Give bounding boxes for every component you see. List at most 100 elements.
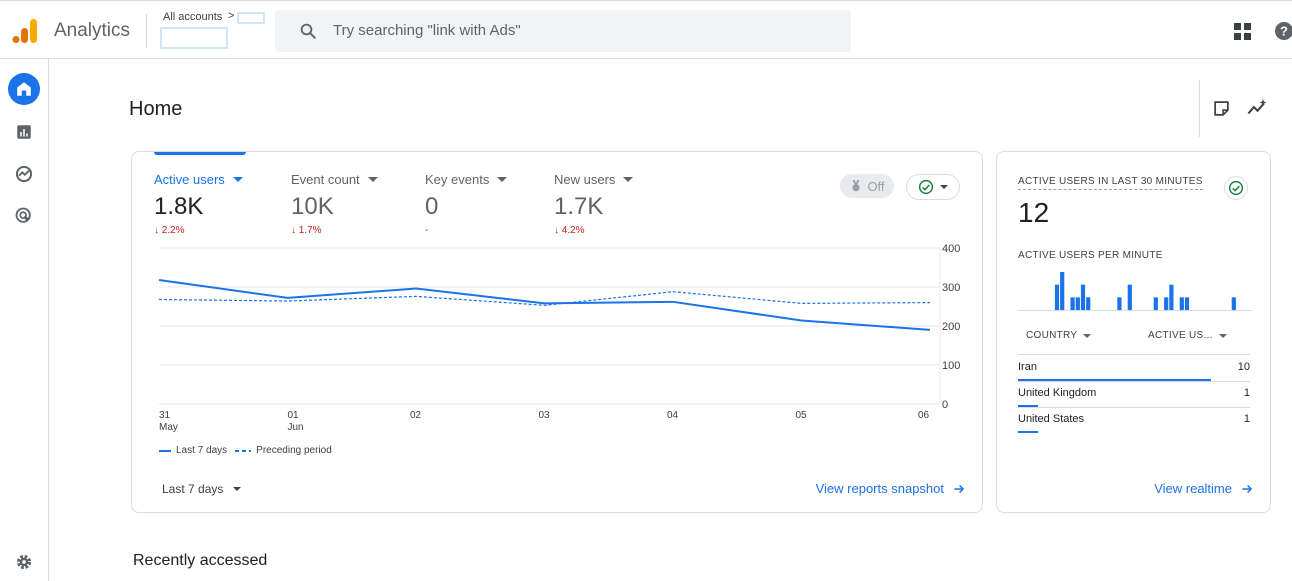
nav-reports[interactable] <box>8 116 40 148</box>
arrow-right-icon <box>1242 484 1253 493</box>
insights-off-chip[interactable]: Off <box>840 174 894 198</box>
country-column-header[interactable]: COUNTRY <box>1026 330 1092 341</box>
legend-dashed-line-icon <box>235 449 252 452</box>
medal-icon <box>852 180 860 192</box>
header-divider <box>146 14 147 48</box>
x-tick-label: 04 <box>667 410 679 421</box>
minute-bar[interactable] <box>1153 297 1158 310</box>
view-realtime-link[interactable]: View realtime <box>1154 481 1254 496</box>
view-reports-snapshot-link[interactable]: View reports snapshot <box>816 481 966 496</box>
caret-down-icon <box>232 177 243 182</box>
legend-label: Preceding period <box>256 445 332 456</box>
realtime-title[interactable]: ACTIVE USERS IN LAST 30 MINUTES <box>1018 176 1203 190</box>
caret-down-icon <box>623 177 634 182</box>
insights-icon[interactable] <box>1246 97 1269 119</box>
minute-bar[interactable] <box>1054 284 1060 310</box>
minute-bar[interactable] <box>1179 297 1184 310</box>
minute-bar[interactable] <box>1086 297 1091 310</box>
metric-event-count[interactable]: Event count 10K ↓ 1.7% <box>291 172 378 236</box>
minute-bar[interactable] <box>1231 297 1236 310</box>
minute-bar[interactable] <box>1080 284 1086 310</box>
country-name: United Kingdom <box>1018 387 1097 399</box>
caret-down-icon <box>1218 333 1227 338</box>
x-tick-label: 31 May <box>159 410 178 433</box>
chart-legend: Last 7 days Preceding period <box>159 445 332 456</box>
minute-bar[interactable] <box>1164 297 1169 310</box>
minute-bar[interactable] <box>1169 284 1174 310</box>
nav-advertising[interactable] <box>8 200 40 232</box>
y-tick-label: 100 <box>942 360 960 372</box>
breadcrumb-chevron-icon: > <box>228 10 235 22</box>
minute-bar[interactable] <box>1075 297 1080 310</box>
metric-change: ↓ 2.2% <box>154 225 185 236</box>
minute-bar[interactable] <box>1117 297 1122 310</box>
metric-value: 1.8K <box>154 193 204 220</box>
metric-label: Event count <box>291 172 360 187</box>
metric-key-events[interactable]: Key events 0 - <box>425 172 508 236</box>
active-users-count: 1 <box>1243 387 1250 399</box>
legend-solid-line-icon <box>159 449 171 452</box>
metric-new-users[interactable]: New users 1.7K ↓ 4.2% <box>554 172 634 236</box>
realtime-active-users-value: 12 <box>1018 197 1050 228</box>
arrow-right-icon <box>954 484 965 493</box>
metric-change: ↓ 4.2% <box>554 225 585 236</box>
y-tick-label: 300 <box>942 282 960 294</box>
table-divider <box>1018 407 1250 408</box>
metric-value: 0 <box>425 193 439 220</box>
metric-label: Key events <box>425 172 490 187</box>
legend-previous: Preceding period <box>235 445 332 456</box>
reports-icon <box>17 125 31 139</box>
apps-grid-icon[interactable] <box>1234 23 1252 41</box>
data-quality-chip[interactable] <box>906 174 960 200</box>
home-icon <box>17 82 31 96</box>
link-label: View reports snapshot <box>815 481 944 496</box>
caret-down-icon <box>497 177 508 182</box>
account-name-placeholder[interactable] <box>237 12 265 24</box>
per-minute-label: ACTIVE USERS PER MINUTE <box>1018 250 1163 261</box>
active-tab-indicator <box>154 152 246 155</box>
x-tick-label: 03 <box>539 410 551 421</box>
table-divider <box>1018 354 1250 355</box>
metric-value: 10K <box>291 193 334 220</box>
nav-admin[interactable] <box>8 546 40 578</box>
minute-bar[interactable] <box>1060 272 1065 310</box>
property-selector[interactable] <box>160 27 228 49</box>
active-users-count: 10 <box>1237 361 1250 373</box>
per-minute-bar-chart <box>1018 272 1252 311</box>
x-tick-label: 01 Jun <box>288 410 304 433</box>
notes-icon[interactable] <box>1212 99 1231 118</box>
table-row[interactable]: United Kingdom 1 <box>1018 387 1250 407</box>
check-circle-icon <box>1228 180 1244 196</box>
share-bar <box>1018 431 1038 433</box>
date-range-label: Last 7 days <box>162 482 224 496</box>
caret-down-icon <box>1083 333 1092 338</box>
app-name: Analytics <box>54 20 131 41</box>
caret-down-icon <box>940 185 948 189</box>
advertising-icon <box>15 207 31 223</box>
table-row[interactable]: United States 1 <box>1018 413 1250 433</box>
analytics-logo[interactable] <box>12 18 38 44</box>
help-icon[interactable]: ? <box>1274 21 1292 41</box>
active-users-line-chart: 400 300 200 100 0 31 May 01 Jun 02 03 04 05 06 <box>158 243 960 433</box>
svg-text:?: ? <box>1280 24 1288 39</box>
check-circle-icon <box>918 179 934 195</box>
active-users-column-header[interactable]: ACTIVE US... <box>1148 330 1227 341</box>
share-bar <box>1018 379 1211 381</box>
table-row[interactable]: Iran 10 <box>1018 361 1250 381</box>
x-tick-label: 02 <box>410 410 422 421</box>
search-bar[interactable] <box>275 10 851 52</box>
settings-gear-icon <box>16 554 32 570</box>
minute-bar[interactable] <box>1184 297 1190 310</box>
realtime-status-chip[interactable] <box>1224 176 1248 200</box>
date-range-dropdown[interactable]: Last 7 days <box>162 482 242 496</box>
search-input[interactable] <box>333 22 833 39</box>
nav-explore[interactable] <box>8 158 40 190</box>
nav-home[interactable] <box>8 73 40 105</box>
overview-card: Active users 1.8K ↓ 2.2% Event count 10K… <box>131 151 983 513</box>
metric-label: Active users <box>154 172 225 187</box>
search-icon <box>300 23 316 39</box>
all-accounts-link[interactable]: All accounts <box>163 11 223 23</box>
minute-bar[interactable] <box>1127 284 1132 310</box>
minute-bar[interactable] <box>1070 297 1075 310</box>
metric-active-users[interactable]: Active users 1.8K ↓ 2.2% <box>154 172 243 236</box>
